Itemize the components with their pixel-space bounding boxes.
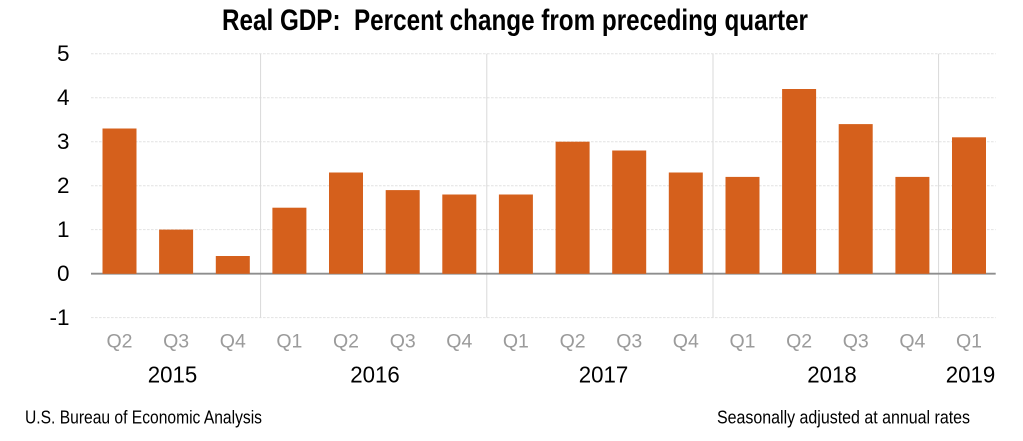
- svg-text:Q1: Q1: [956, 331, 982, 353]
- svg-text:Q2: Q2: [560, 331, 586, 353]
- svg-text:5: 5: [57, 41, 70, 66]
- svg-text:Q3: Q3: [390, 331, 416, 353]
- svg-text:Q4: Q4: [673, 331, 699, 353]
- svg-text:Q3: Q3: [616, 331, 642, 353]
- svg-text:2018: 2018: [807, 362, 857, 388]
- svg-text:Real GDP: Percent change from: Real GDP: Percent change from preceding …: [222, 4, 808, 37]
- svg-text:2016: 2016: [350, 362, 400, 388]
- svg-text:-1: -1: [49, 305, 69, 330]
- svg-text:Q1: Q1: [503, 331, 529, 353]
- svg-text:Q1: Q1: [729, 331, 755, 353]
- svg-text:2015: 2015: [148, 362, 198, 388]
- svg-text:Q2: Q2: [106, 331, 132, 353]
- svg-text:1: 1: [57, 217, 70, 242]
- svg-text:2019: 2019: [946, 362, 996, 388]
- svg-text:U.S. Bureau of Economic Analys: U.S. Bureau of Economic Analysis: [25, 407, 262, 427]
- svg-text:Q3: Q3: [843, 331, 869, 353]
- svg-text:Q4: Q4: [446, 331, 472, 353]
- svg-text:4: 4: [57, 85, 70, 110]
- svg-text:3: 3: [57, 129, 70, 154]
- svg-text:Q4: Q4: [899, 331, 925, 353]
- svg-text:2017: 2017: [579, 362, 629, 388]
- svg-text:Seasonally adjusted at annual: Seasonally adjusted at annual rates: [717, 407, 970, 427]
- svg-text:0: 0: [57, 261, 70, 286]
- svg-text:Q4: Q4: [220, 331, 246, 353]
- svg-text:Q2: Q2: [333, 331, 359, 353]
- svg-text:2: 2: [57, 173, 70, 198]
- svg-text:Q3: Q3: [163, 331, 189, 353]
- svg-text:Q1: Q1: [276, 331, 302, 353]
- svg-text:Q2: Q2: [786, 331, 812, 353]
